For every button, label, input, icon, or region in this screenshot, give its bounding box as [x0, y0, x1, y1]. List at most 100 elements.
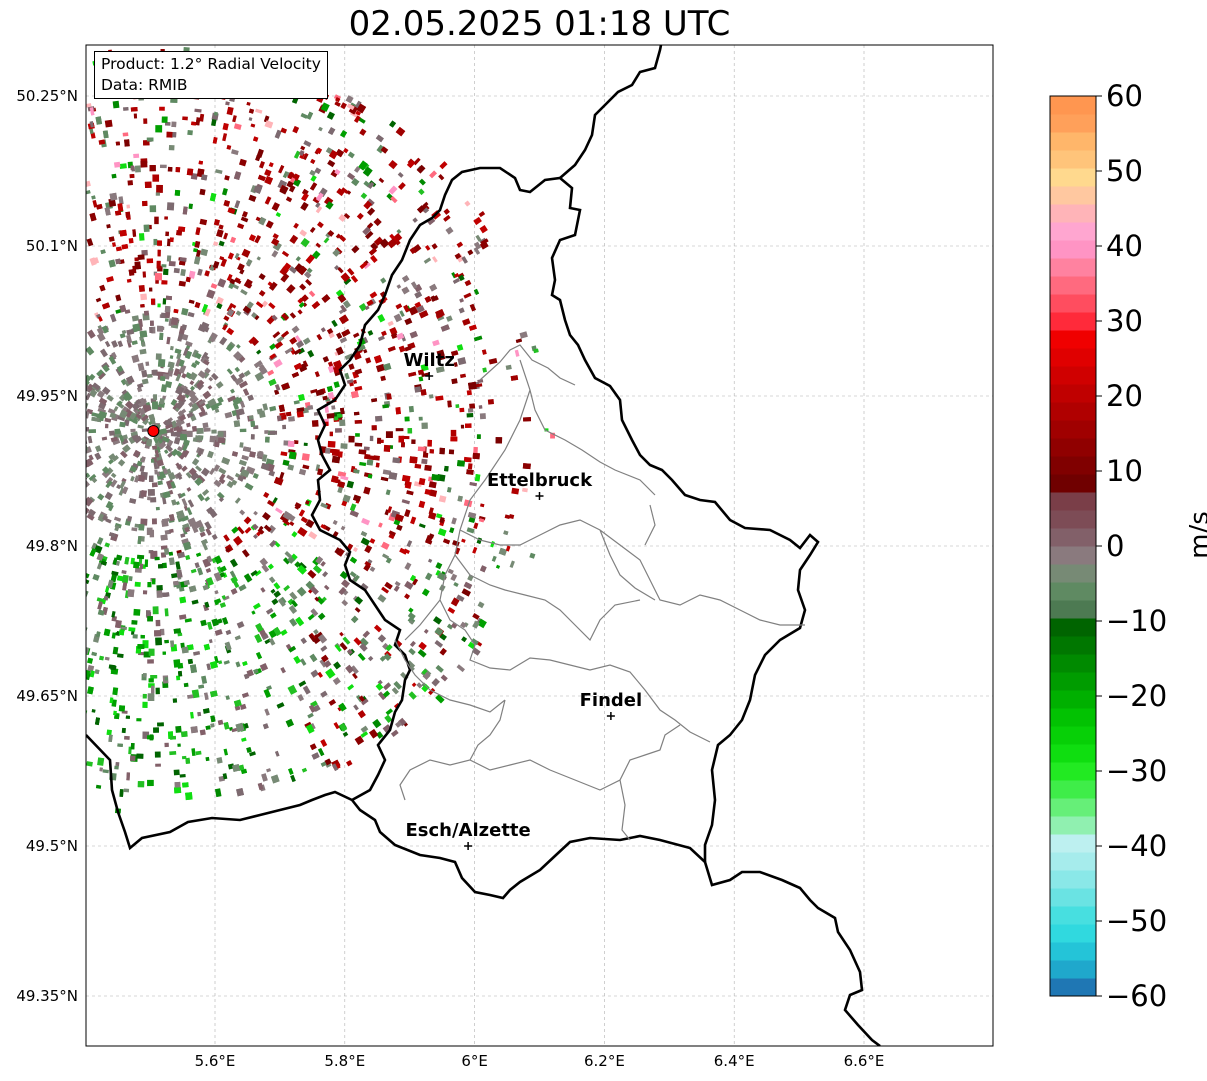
- colorbar-segment: [1050, 780, 1096, 799]
- lat-tick-label: 49.5°N: [26, 837, 78, 855]
- germany-north-border: [559, 45, 663, 179]
- colorbar-segment: [1050, 816, 1096, 835]
- colorbar-segment: [1050, 960, 1096, 979]
- colorbar-segment: [1050, 492, 1096, 511]
- colorbar-segment: [1050, 168, 1096, 187]
- colorbar-tick-label: −30: [1106, 754, 1167, 788]
- colorbar-tick-label: −20: [1106, 679, 1167, 713]
- city-wiltz: Wiltz: [404, 350, 455, 380]
- colorbar-tick-label: 30: [1106, 304, 1143, 338]
- data-source-label: Data: RMIB: [101, 76, 188, 94]
- colorbar-tick-label: −50: [1106, 904, 1167, 938]
- colorbar-segment: [1050, 510, 1096, 529]
- colorbar-segment: [1050, 546, 1096, 565]
- city-label: Ettelbruck: [487, 470, 593, 491]
- colorbar-segment: [1050, 528, 1096, 547]
- city-ettelbruck: Ettelbruck: [487, 470, 593, 500]
- colorbar-segment: [1050, 96, 1096, 115]
- colorbar-segment: [1050, 384, 1096, 403]
- colorbar-segment: [1050, 834, 1096, 853]
- colorbar-tick-label: 40: [1106, 229, 1143, 263]
- colorbar-segment: [1050, 744, 1096, 763]
- colorbar-segment: [1050, 906, 1096, 925]
- colorbar-segment: [1050, 474, 1096, 493]
- colorbar-segment: [1050, 600, 1096, 619]
- city-markers: Wiltz Ettelbruck Findel Esch/Alzette: [404, 350, 643, 850]
- colorbar-segment: [1050, 312, 1096, 331]
- chart-title: 02.05.2025 01:18 UTC: [348, 4, 731, 44]
- colorbar-segment: [1050, 852, 1096, 871]
- lon-tick-label: 6.4°E: [714, 1052, 755, 1070]
- colorbar-segment: [1050, 798, 1096, 817]
- latitude-ticks: 50.25°N 50.1°N 49.95°N 49.8°N 49.65°N 49.5°N 4…: [16, 87, 78, 1005]
- colorbar-segment: [1050, 942, 1096, 961]
- colorbar-unit: m/s: [1185, 511, 1207, 559]
- colorbar-segment: [1050, 330, 1096, 349]
- colorbar-segment: [1050, 420, 1096, 439]
- city-label: Wiltz: [404, 350, 455, 371]
- colorbar-segment: [1050, 654, 1096, 673]
- info-box: Product: 1.2° Radial Velocity Data: RMIB: [94, 51, 328, 99]
- luxembourg-west-north-border: [310, 166, 820, 862]
- colorbar-segment: [1050, 564, 1096, 583]
- colorbar-segment: [1050, 186, 1096, 205]
- colorbar-segment: [1050, 222, 1096, 241]
- colorbar-segment: [1050, 924, 1096, 943]
- colorbar-segment: [1050, 978, 1096, 997]
- lat-tick-label: 50.25°N: [16, 87, 78, 105]
- plot-frame: [85, 44, 994, 1047]
- colorbar-tick-label: −10: [1106, 604, 1167, 638]
- colorbar-segment: [1050, 114, 1096, 133]
- colorbar-segment: [1050, 726, 1096, 745]
- lat-tick-label: 49.35°N: [16, 987, 78, 1005]
- colorbar-segment: [1050, 456, 1096, 475]
- luxembourg-border: [86, 734, 881, 1046]
- lat-tick-label: 49.8°N: [26, 537, 78, 555]
- colorbar-tick-label: −60: [1106, 979, 1167, 1013]
- colorbar-segment: [1050, 582, 1096, 601]
- colorbar-segment: [1050, 240, 1096, 259]
- colorbar-segment: [1050, 258, 1096, 277]
- colorbar-segment: [1050, 672, 1096, 691]
- colorbar-segment: [1050, 690, 1096, 709]
- colorbar-segment: [1050, 636, 1096, 655]
- radar-site: [147, 425, 160, 437]
- colorbar-segment: [1050, 348, 1096, 367]
- lon-tick-label: 6.2°E: [584, 1052, 625, 1070]
- colorbar-tick-label: 10: [1106, 454, 1143, 488]
- colorbar-segment: [1050, 870, 1096, 889]
- colorbar-segment: [1050, 276, 1096, 295]
- radar-site-marker: [147, 425, 160, 437]
- longitude-ticks: 5.6°E 5.8°E 6°E 6.2°E 6.4°E 6.6°E: [195, 1052, 885, 1070]
- city-esch-alzette: Esch/Alzette: [405, 820, 531, 850]
- colorbar-segment: [1050, 294, 1096, 313]
- lat-tick-label: 49.65°N: [16, 687, 78, 705]
- radar-echoes: [86, 46, 555, 814]
- colorbar-segment: [1050, 762, 1096, 781]
- lon-tick-label: 5.8°E: [324, 1052, 365, 1070]
- lon-tick-label: 6.6°E: [844, 1052, 885, 1070]
- colorbar-tick-label: −40: [1106, 829, 1167, 863]
- colorbar-segment: [1050, 402, 1096, 421]
- colorbar-tick-label: 0: [1106, 529, 1124, 563]
- colorbar-segment: [1050, 438, 1096, 457]
- lon-tick-label: 6°E: [461, 1052, 488, 1070]
- city-label: Findel: [580, 690, 643, 711]
- colorbar-segment: [1050, 132, 1096, 151]
- city-label: Esch/Alzette: [405, 820, 530, 841]
- colorbar-segment: [1050, 618, 1096, 637]
- lat-tick-label: 49.95°N: [16, 387, 78, 405]
- colorbar: 60 50 40 30 20 10 0 −10 −20 −30 −40 −50 −60: [1049, 79, 1167, 1013]
- product-label: Product: 1.2° Radial Velocity: [101, 55, 321, 73]
- colorbar-segment: [1050, 150, 1096, 169]
- lon-tick-label: 5.6°E: [195, 1052, 236, 1070]
- colorbar-segment: [1050, 708, 1096, 727]
- colorbar-segment: [1050, 204, 1096, 223]
- colorbar-segment: [1050, 888, 1096, 907]
- colorbar-tick-label: 60: [1106, 79, 1143, 113]
- border-lines: [86, 45, 881, 1046]
- colorbar-tick-label: 50: [1106, 154, 1143, 188]
- canton-lines: [394, 344, 805, 841]
- colorbar-tick-label: 20: [1106, 379, 1143, 413]
